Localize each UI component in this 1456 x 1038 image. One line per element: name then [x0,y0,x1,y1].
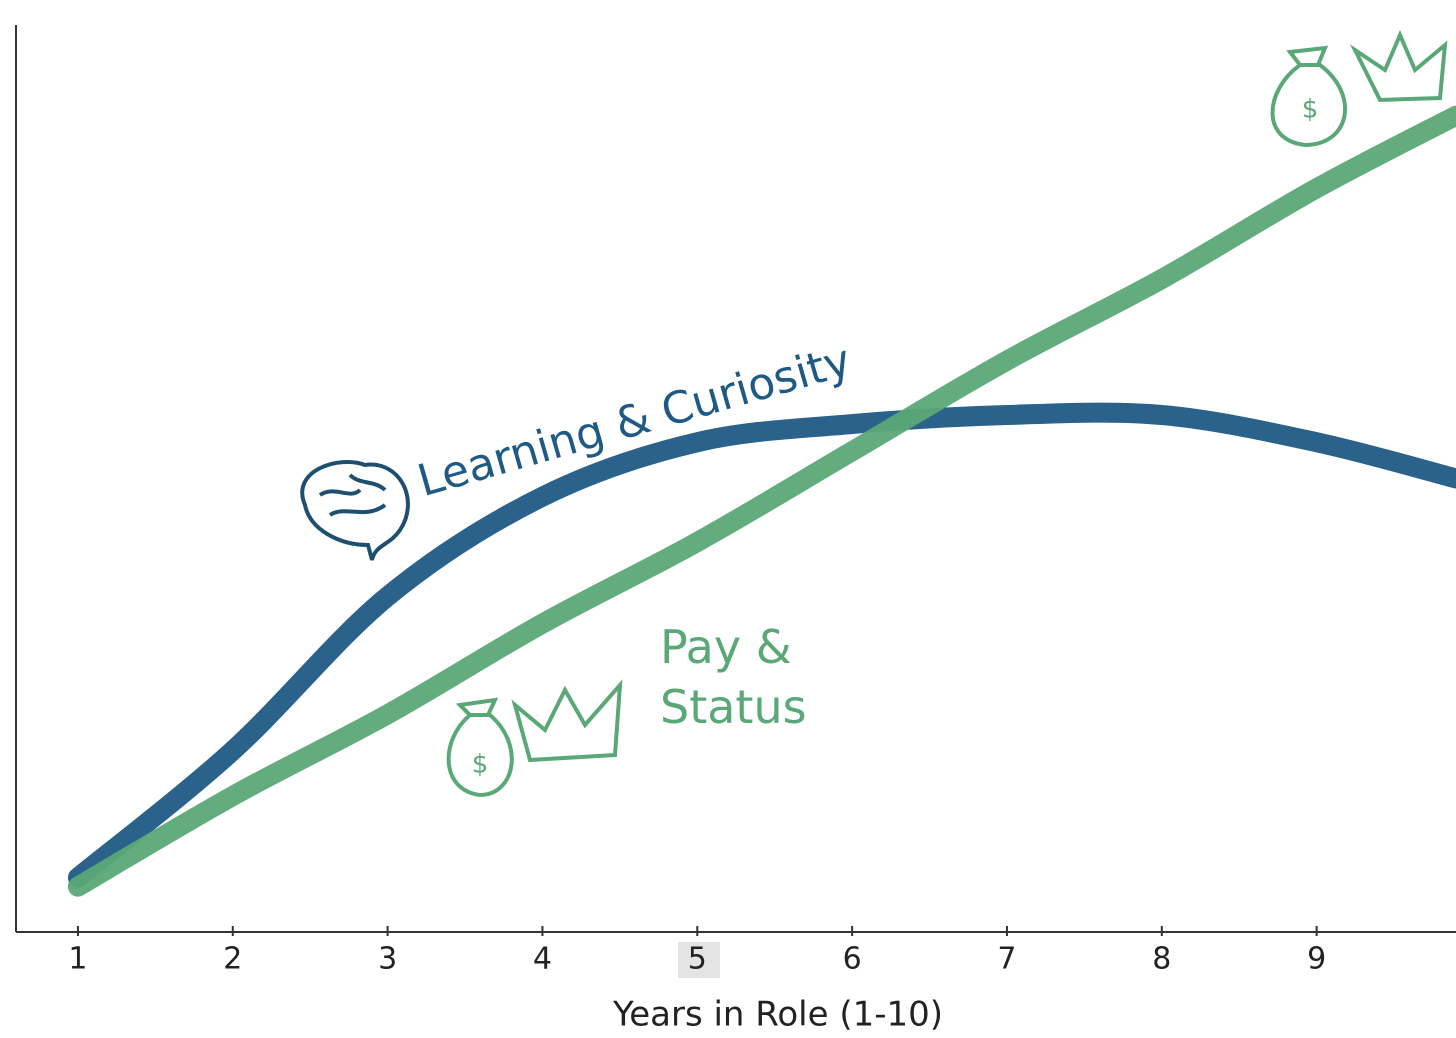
x-tick-label: 1 [68,942,87,977]
series-line [67,402,1456,888]
x-tick-label: 6 [843,942,862,977]
x-tick-label: 7 [997,942,1016,977]
x-tick-label: 3 [378,942,397,977]
x-tick-label: 2 [223,942,242,977]
series-label-line: Pay & [660,620,792,674]
tick-highlight [678,942,720,978]
x-tick-label: 8 [1152,942,1171,977]
svg-text:$: $ [1302,95,1319,125]
x-tick-label: 9 [1307,942,1326,977]
svg-text:$: $ [472,750,489,780]
brain-icon [300,459,410,561]
series-label: Pay & Status [660,620,807,734]
x-tick-label: 4 [533,942,552,977]
money-crown-icons: $ $ [446,29,1448,798]
series-line [67,105,1456,897]
x-axis-title: Years in Role (1-10) [612,995,943,1035]
x-tick-label: 5 [688,942,707,977]
series-label-line: Status [660,680,807,734]
